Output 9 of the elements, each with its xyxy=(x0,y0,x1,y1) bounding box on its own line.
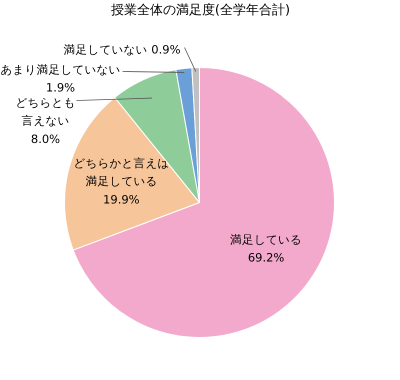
slice-label: あまり満足していない xyxy=(0,62,120,76)
data-label: 8.0% xyxy=(30,132,60,146)
slice-label: 満足している xyxy=(230,232,302,246)
slice-label: どちらとも言えない xyxy=(16,96,76,128)
slice-label: 満足していない 0.9% xyxy=(64,42,181,56)
data-label: 19.9% xyxy=(103,192,140,206)
data-label: 1.9% xyxy=(46,80,76,95)
chart-title: 授業全体の満足度(全学年合計) xyxy=(110,2,290,18)
data-label: 69.2% xyxy=(248,250,284,265)
